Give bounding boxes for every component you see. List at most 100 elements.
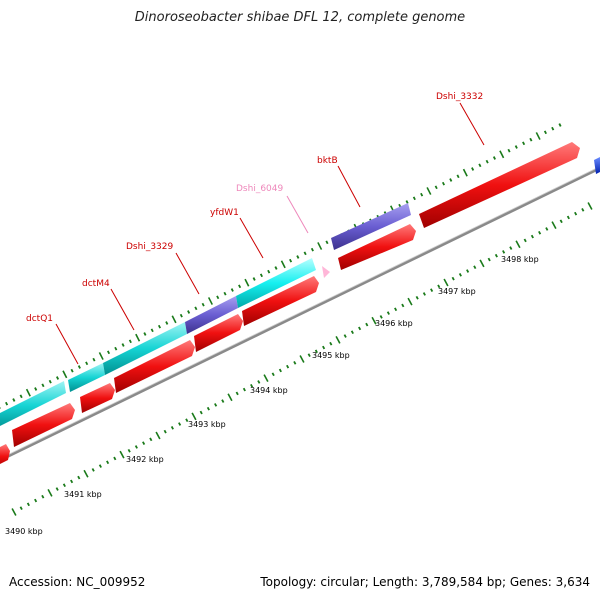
forward-gene-segment[interactable] [322,266,330,278]
tick-mark [449,178,453,182]
tick-mark [529,137,533,142]
tick-mark [5,401,9,406]
tick-mark [581,207,585,212]
tick-mark [426,187,432,195]
reverse-gene-arrow[interactable] [242,276,319,326]
tick-mark [127,448,131,453]
tick-mark [509,246,513,250]
tick-mark [451,276,455,281]
gene-label-dctq1[interactable]: dctQ1 [26,314,53,324]
reverse-gene-arrow[interactable] [80,383,115,413]
tick-mark [358,326,362,331]
tick-mark [230,288,234,292]
kbp-tick-label: 3496 kbp [375,319,413,328]
tick-mark [271,372,275,377]
forward-gene-segment[interactable] [236,258,316,308]
tick-mark [92,357,96,362]
forward-gene-segment[interactable] [331,203,411,250]
tick-mark [114,346,118,351]
forward-gene-segment[interactable] [185,296,238,334]
tick-mark [143,332,147,336]
tick-mark [343,334,347,338]
accession-text: Accession: NC_009952 [9,575,146,589]
tick-mark [466,269,470,273]
tick-mark [322,345,326,350]
tick-mark [317,242,323,250]
tick-mark [227,393,233,402]
label-leader [55,323,79,365]
forward-gene-segment[interactable] [103,322,187,375]
reverse-gene-arrow[interactable] [338,224,416,270]
tick-mark [135,333,141,342]
tick-mark [441,181,446,186]
map-title: Dinoroseobacter shibae DFL 12, complete … [134,10,466,25]
tick-mark [56,376,60,380]
tick-mark [278,368,282,373]
tick-mark [412,196,416,201]
kbp-tick-label: 3492 kbp [126,455,164,464]
tick-mark [335,335,341,344]
tick-mark [128,339,132,344]
tick-mark [523,238,527,243]
forward-gene-segment[interactable] [0,381,66,430]
reverse-strand [0,142,580,469]
reverse-gene-arrow[interactable] [194,314,243,352]
reverse-gene-arrow[interactable] [419,142,580,228]
tick-mark [365,322,369,327]
gene-label-yfdw1[interactable]: yfdW1 [210,208,239,218]
tick-mark [149,437,153,442]
tick-mark [559,219,563,224]
genome-backbone-highlight [0,166,600,460]
gene-label-bktb[interactable]: bktB [317,156,338,166]
tick-mark [223,291,227,296]
tick-mark [386,311,390,315]
tick-mark [307,353,311,358]
tick-mark [34,387,38,391]
gene-label-dshi6049[interactable]: Dshi_6049 [236,184,284,194]
tick-mark [214,403,218,407]
forward-gene-segment[interactable] [594,157,600,174]
tick-mark [499,150,505,159]
tick-mark [543,130,547,135]
tick-mark [48,379,52,384]
forward-gene-segment[interactable] [68,363,105,392]
reverse-gene-arrow[interactable] [0,444,10,469]
label-leader [175,252,200,295]
tick-mark [165,321,169,325]
tick-mark [350,330,354,335]
tick-mark [235,391,239,396]
tick-mark [415,295,419,300]
genome-backbone [0,166,600,462]
tick-mark [522,141,526,146]
gene-label-dshi3329[interactable]: Dshi_3329 [126,242,174,252]
tick-mark [77,365,81,369]
tick-mark [62,370,68,379]
tick-mark [98,352,104,360]
tick-mark [194,306,198,311]
tick-mark [303,251,307,256]
tick-mark [259,273,263,278]
gene-label-dshi3332[interactable]: Dshi_3332 [436,92,483,102]
reverse-gene-arrow[interactable] [114,340,195,393]
kbp-tick-label: 3493 kbp [188,420,226,429]
tick-mark [430,288,434,292]
kbp-tick-label: 3497 kbp [438,287,476,296]
tick-mark [179,313,183,318]
tick-mark [221,399,225,403]
tick-mark [478,163,482,168]
tick-mark [62,483,66,488]
tick-mark [199,410,203,415]
tick-mark [83,469,89,478]
tick-mark [422,292,426,296]
tick-mark [574,211,578,216]
tick-mark [545,227,549,231]
reverse-gene-arrow[interactable] [12,403,75,447]
label-leader [239,217,264,259]
tick-mark [216,295,220,300]
gene-label-dctm4[interactable]: dctM4 [82,279,110,289]
tick-mark [113,456,117,461]
tick-mark [310,247,314,252]
tick-mark [252,277,256,281]
tick-mark [25,388,31,397]
